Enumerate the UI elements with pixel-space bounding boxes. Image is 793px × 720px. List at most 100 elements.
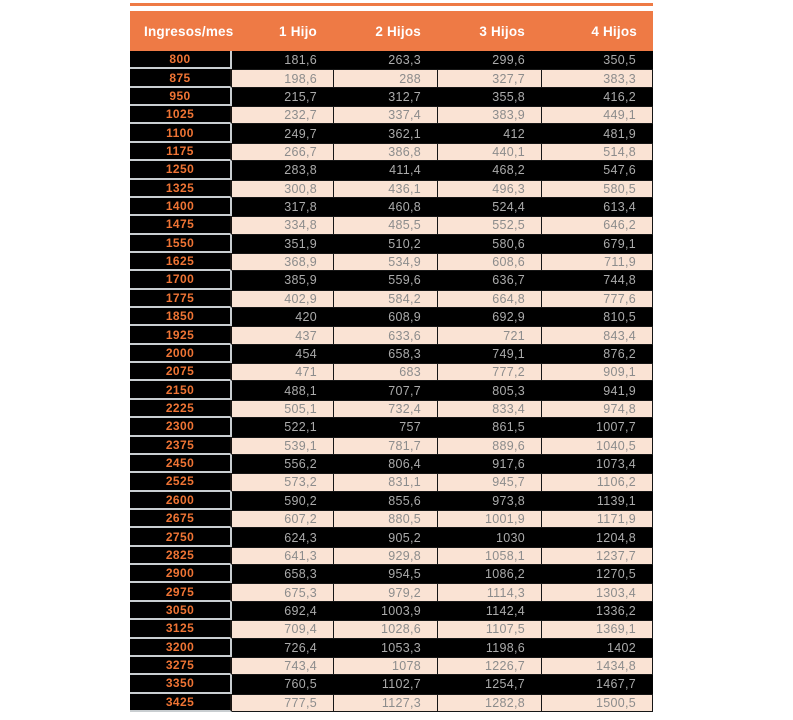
income-cell: 2600	[130, 491, 232, 510]
value-cells: 590,2 855,6 973,8 1139,1	[232, 491, 653, 510]
value-cells: 334,8 485,5 552,5 646,2	[232, 216, 653, 235]
value-cell: 831,1	[333, 474, 437, 491]
table-row: 875 198,6 288 327,7 383,3	[130, 69, 653, 88]
value-cells: 249,7 362,1 412 481,9	[232, 124, 653, 143]
value-cell: 861,5	[492, 420, 525, 435]
value-cell: 929,8	[333, 547, 437, 565]
value-cell: 711,9	[541, 253, 652, 271]
value-cells: 368,9 534,9 608,6 711,9	[232, 252, 653, 272]
value-cell: 806,4	[388, 457, 421, 472]
value-cells: 709,4 1028,6 1107,5 1369,1	[232, 620, 653, 639]
table-row: 1550 351,9 510,2 580,6 679,1	[130, 234, 653, 253]
income-cell: 1700	[130, 271, 232, 290]
value-cell: 641,3	[284, 548, 317, 563]
table-row: 3350 760,5 1102,7 1254,7 1467,7	[130, 675, 653, 694]
value-cell: 1402	[606, 640, 636, 655]
value-cell: 412	[503, 126, 525, 141]
value-cell: 552,5	[437, 217, 541, 234]
value-cell: 454	[295, 346, 317, 361]
table-row: 3125 709,4 1028,6 1107,5 1369,1	[130, 620, 653, 639]
value-cell: 1369,1	[541, 621, 652, 638]
value-cell: 721	[437, 327, 541, 344]
table-row: 3200 726,4 1053,3 1198,6 1402	[130, 638, 653, 657]
value-cell: 485,5	[333, 217, 437, 234]
value-cells: 471 683 777,2 909,1	[232, 363, 653, 382]
value-cell: 573,2	[284, 475, 317, 490]
value-cell: 909,1	[541, 364, 652, 381]
value-cell: 1237,7	[541, 547, 652, 565]
value-cell: 416,2	[603, 89, 636, 104]
value-cell: 1086,2	[484, 567, 525, 582]
value-cell: 1106,2	[541, 474, 652, 491]
table-row: 2975 675,3 979,2 1114,3 1303,4	[130, 583, 653, 602]
value-cell: 917,6	[492, 457, 525, 472]
value-cell: 1142,4	[485, 603, 525, 618]
income-cell: 1100	[130, 124, 232, 143]
income-cell: 2675	[130, 509, 232, 529]
value-cells: 437 633,6 721 843,4	[232, 326, 653, 345]
value-cells: 385,9 559,6 636,7 744,8	[232, 271, 653, 290]
value-cell: 266,7	[284, 144, 317, 159]
value-cell: 580,5	[541, 180, 652, 197]
value-cell: 760,5	[284, 677, 317, 692]
value-cell: 876,2	[603, 346, 636, 361]
value-cells: 215,7 312,7 355,8 416,2	[232, 87, 653, 107]
table-row: 2750 624,3 905,2 1030 1204,8	[130, 528, 653, 547]
income-cell: 1325	[130, 179, 232, 198]
value-cell: 1107,5	[437, 621, 541, 638]
value-cell: 522,1	[284, 420, 317, 435]
value-cells: 232,7 337,4 383,9 449,1	[232, 106, 653, 125]
value-cell: 1467,7	[595, 677, 636, 692]
value-cell: 979,2	[333, 584, 437, 601]
value-cell: 855,6	[388, 493, 421, 508]
value-cell: 1204,8	[595, 530, 636, 545]
value-cell: 658,3	[388, 346, 421, 361]
value-cell: 1040,5	[541, 437, 652, 454]
value-cell: 232,7	[284, 108, 317, 123]
value-cell: 954,5	[388, 567, 421, 582]
value-cells: 692,4 1003,9 1142,4 1336,2	[232, 601, 653, 621]
value-cell: 1030	[495, 530, 525, 545]
value-cells: 317,8 460,8 524,4 613,4	[232, 197, 653, 217]
value-cell: 777,2	[437, 364, 541, 381]
table-row: 1925 437 633,6 721 843,4	[130, 326, 653, 345]
value-cell: 368,9	[284, 255, 317, 270]
value-cell: 215,7	[284, 89, 317, 104]
value-cell: 449,1	[541, 107, 652, 124]
value-cell: 781,7	[333, 437, 437, 454]
value-cell: 749,1	[492, 346, 525, 361]
income-cell: 1625	[130, 252, 232, 272]
value-cell: 312,7	[388, 89, 421, 104]
value-cell: 1058,1	[437, 547, 541, 565]
value-cell: 607,2	[284, 512, 317, 527]
value-cell: 547,6	[603, 163, 636, 178]
value-cell: 337,4	[333, 107, 437, 124]
value-cell: 726,4	[284, 640, 317, 655]
value-cells: 181,6 263,3 299,6 350,5	[232, 51, 653, 70]
income-cell: 2300	[130, 418, 232, 437]
value-cell: 1028,6	[333, 621, 437, 638]
value-cell: 510,2	[388, 236, 421, 251]
income-cell: 2975	[130, 583, 232, 602]
value-cell: 1226,7	[437, 657, 541, 675]
value-cell: 692,4	[284, 603, 317, 618]
table-row: 2075 471 683 777,2 909,1	[130, 363, 653, 382]
value-cells: 743,4 1078 1226,7 1434,8	[232, 656, 653, 676]
value-cell: 624,3	[284, 530, 317, 545]
income-cell: 1850	[130, 308, 232, 327]
income-cell: 3425	[130, 693, 232, 712]
value-cell: 664,8	[437, 290, 541, 308]
value-cell: 263,3	[388, 53, 421, 68]
value-cells: 675,3 979,2 1114,3 1303,4	[232, 583, 653, 602]
value-cell: 941,9	[603, 383, 636, 398]
column-header-1-hijo: 1 Hijo	[279, 23, 317, 39]
value-cell: 481,9	[603, 126, 636, 141]
table-row: 1400 317,8 460,8 524,4 613,4	[130, 197, 653, 217]
income-cell: 2000	[130, 344, 232, 364]
value-cell: 1102,7	[381, 677, 421, 692]
table-header-row: Ingresos/mes 1 Hijo 2 Hijos 3 Hijos 4 Hi…	[130, 11, 653, 51]
value-cell: 646,2	[541, 217, 652, 234]
value-cell: 436,1	[333, 180, 437, 197]
value-cell: 744,8	[603, 273, 636, 288]
